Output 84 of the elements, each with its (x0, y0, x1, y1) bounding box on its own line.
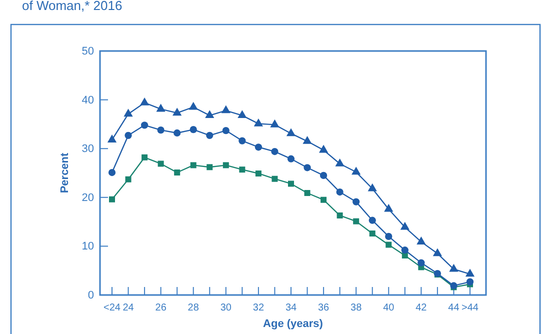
point (254, 118, 264, 126)
point (124, 132, 132, 139)
y-tick-label: 0 (88, 290, 94, 302)
point (353, 218, 360, 224)
point (318, 144, 328, 153)
point (368, 216, 376, 224)
x-tick-label: >44 (462, 302, 479, 314)
point (157, 126, 164, 134)
chart-title: of Woman,* 2016 (22, 0, 122, 13)
point (140, 122, 148, 129)
point (286, 128, 296, 136)
x-axis-title: Age (years) (263, 318, 324, 330)
point (206, 132, 214, 139)
point (401, 246, 408, 254)
point (222, 126, 230, 134)
point (156, 104, 166, 112)
point (124, 108, 133, 117)
point (190, 126, 197, 134)
x-tick-label: 24 (122, 302, 134, 314)
point (255, 170, 262, 176)
point (352, 166, 361, 175)
x-tick-label: 44 (448, 302, 460, 314)
point (400, 222, 410, 230)
y-tick-label: 50 (82, 46, 94, 58)
point (238, 137, 246, 144)
point (336, 212, 343, 218)
point (239, 166, 246, 173)
point (465, 268, 475, 277)
point (302, 136, 312, 144)
x-tick-label: 30 (220, 302, 232, 314)
point (304, 190, 310, 196)
point (270, 119, 280, 128)
x-tick-label: 40 (383, 302, 395, 314)
point (368, 183, 377, 192)
point (466, 278, 474, 286)
y-tick-label: 10 (82, 240, 94, 253)
point (172, 108, 182, 116)
point (254, 144, 262, 151)
point (238, 110, 247, 118)
point (288, 180, 294, 187)
point (206, 164, 213, 170)
point (449, 264, 458, 272)
point (385, 232, 392, 240)
point (320, 172, 328, 179)
point (271, 148, 278, 156)
point (108, 168, 116, 176)
x-tick-label: <24 (104, 302, 121, 314)
point (336, 188, 344, 196)
point (222, 162, 229, 168)
x-tick-label: 42 (416, 302, 428, 314)
point (418, 259, 425, 266)
point (190, 162, 196, 168)
point (109, 196, 115, 202)
point (320, 196, 327, 203)
point (174, 129, 181, 137)
point (158, 160, 164, 167)
point (335, 158, 344, 166)
y-tick-label: 30 (82, 143, 94, 156)
point (272, 176, 278, 182)
point (384, 204, 394, 212)
y-tick-label: 40 (82, 94, 94, 106)
point (188, 102, 198, 110)
y-tick-label: 20 (82, 192, 94, 204)
point (416, 236, 426, 244)
point (107, 134, 117, 142)
x-tick-label: 38 (350, 302, 362, 314)
point (369, 230, 376, 237)
x-tick-label: 36 (318, 302, 330, 314)
point (352, 198, 360, 206)
y-axis-title: Percent (59, 152, 71, 194)
point (125, 176, 132, 182)
point (287, 155, 295, 162)
x-tick-label: 26 (155, 302, 167, 314)
point (432, 248, 442, 256)
point (174, 170, 180, 176)
point (205, 110, 214, 118)
point (140, 97, 150, 106)
x-tick-label: 32 (252, 302, 264, 314)
x-tick-label: 34 (285, 302, 297, 314)
point (142, 154, 148, 160)
point (386, 242, 392, 248)
point (304, 164, 311, 172)
x-tick-label: 28 (188, 302, 200, 314)
point (221, 105, 230, 114)
